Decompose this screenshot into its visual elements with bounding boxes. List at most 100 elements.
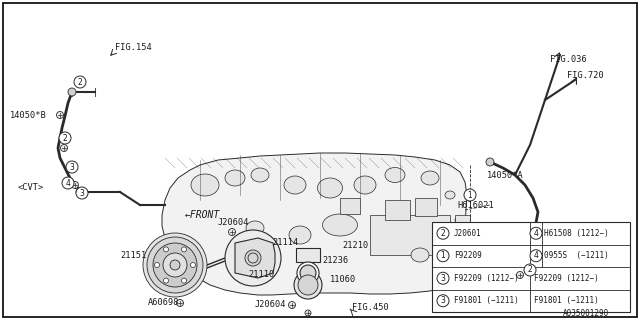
Text: FIG.720: FIG.720: [567, 71, 604, 80]
Circle shape: [464, 189, 476, 201]
Text: 4: 4: [534, 229, 538, 238]
Circle shape: [163, 253, 187, 277]
Ellipse shape: [284, 176, 306, 194]
Bar: [340, 198, 360, 214]
Text: 21114: 21114: [272, 238, 298, 247]
Circle shape: [182, 247, 186, 252]
Circle shape: [59, 132, 71, 144]
Ellipse shape: [289, 226, 311, 244]
Circle shape: [163, 278, 168, 283]
Circle shape: [191, 262, 195, 268]
Bar: [296, 248, 320, 262]
Text: 14050*B: 14050*B: [10, 111, 47, 120]
Text: 21110: 21110: [248, 270, 275, 279]
Circle shape: [530, 227, 542, 239]
Circle shape: [153, 243, 197, 287]
Text: ←FRONT: ←FRONT: [185, 210, 220, 220]
Text: <CVT>: <CVT>: [18, 183, 44, 192]
Circle shape: [154, 262, 159, 268]
Text: A035001290: A035001290: [563, 309, 609, 318]
Circle shape: [297, 262, 319, 284]
Ellipse shape: [251, 168, 269, 182]
Circle shape: [177, 300, 184, 307]
Text: 2: 2: [63, 133, 67, 142]
Circle shape: [305, 310, 311, 316]
Circle shape: [182, 278, 186, 283]
Circle shape: [74, 76, 86, 88]
Text: FIG.154: FIG.154: [115, 43, 152, 52]
Ellipse shape: [354, 176, 376, 194]
Circle shape: [437, 227, 449, 239]
Text: 11060: 11060: [330, 275, 356, 284]
Circle shape: [437, 295, 449, 307]
Polygon shape: [235, 238, 275, 278]
Ellipse shape: [317, 178, 342, 198]
Ellipse shape: [191, 174, 219, 196]
Ellipse shape: [385, 167, 405, 182]
Text: 1: 1: [440, 251, 445, 260]
Text: 21236: 21236: [322, 256, 348, 265]
Ellipse shape: [449, 243, 461, 253]
Bar: [370, 215, 450, 255]
Circle shape: [68, 88, 76, 96]
Circle shape: [245, 250, 261, 266]
Text: 2: 2: [440, 229, 445, 238]
Text: A60698: A60698: [148, 298, 179, 307]
Circle shape: [76, 188, 84, 196]
Text: 14050*A: 14050*A: [487, 171, 524, 180]
Ellipse shape: [376, 220, 404, 240]
Text: F91801 (−1211): F91801 (−1211): [454, 296, 519, 305]
Circle shape: [248, 253, 258, 263]
Circle shape: [516, 274, 524, 282]
Circle shape: [72, 181, 79, 188]
Circle shape: [170, 260, 180, 270]
Text: F91801 (−1211): F91801 (−1211): [534, 296, 599, 305]
Circle shape: [163, 247, 168, 252]
Bar: [415, 198, 437, 216]
Ellipse shape: [411, 248, 429, 262]
Text: 21210: 21210: [342, 241, 368, 250]
Circle shape: [437, 272, 449, 284]
Circle shape: [298, 275, 318, 295]
Ellipse shape: [225, 170, 245, 186]
Text: 3: 3: [70, 163, 74, 172]
Bar: [455, 215, 470, 245]
Text: 3: 3: [440, 296, 445, 305]
Circle shape: [300, 265, 316, 281]
Ellipse shape: [421, 171, 439, 185]
Circle shape: [76, 187, 88, 199]
Circle shape: [147, 237, 203, 293]
Text: H616021: H616021: [457, 201, 493, 210]
Circle shape: [524, 264, 536, 276]
Circle shape: [294, 271, 322, 299]
Text: F92209 (1212−): F92209 (1212−): [454, 274, 519, 283]
Text: H61508 (1212−): H61508 (1212−): [544, 229, 609, 238]
Text: 3: 3: [79, 188, 84, 197]
Circle shape: [289, 301, 296, 308]
Polygon shape: [162, 153, 467, 295]
Text: 4: 4: [65, 179, 70, 188]
Bar: [385, 200, 410, 220]
Ellipse shape: [455, 216, 465, 224]
Text: 4: 4: [534, 251, 538, 260]
Text: J20601: J20601: [454, 229, 482, 238]
Bar: [432, 222, 630, 312]
Text: 2: 2: [77, 77, 83, 86]
Ellipse shape: [323, 214, 358, 236]
Text: 3: 3: [440, 274, 445, 283]
Text: 1: 1: [468, 190, 472, 199]
Text: FIG.036: FIG.036: [550, 55, 587, 64]
Circle shape: [61, 145, 67, 151]
Text: F92209 (1212−): F92209 (1212−): [534, 274, 599, 283]
Circle shape: [486, 158, 494, 166]
Text: 21151: 21151: [120, 251, 147, 260]
Circle shape: [66, 161, 78, 173]
Text: 0955S  (−1211): 0955S (−1211): [544, 251, 609, 260]
Circle shape: [56, 111, 63, 118]
Ellipse shape: [246, 221, 264, 235]
Text: 2: 2: [527, 266, 532, 275]
Circle shape: [228, 228, 236, 236]
Circle shape: [143, 233, 207, 297]
Circle shape: [62, 177, 74, 189]
Ellipse shape: [445, 191, 455, 199]
